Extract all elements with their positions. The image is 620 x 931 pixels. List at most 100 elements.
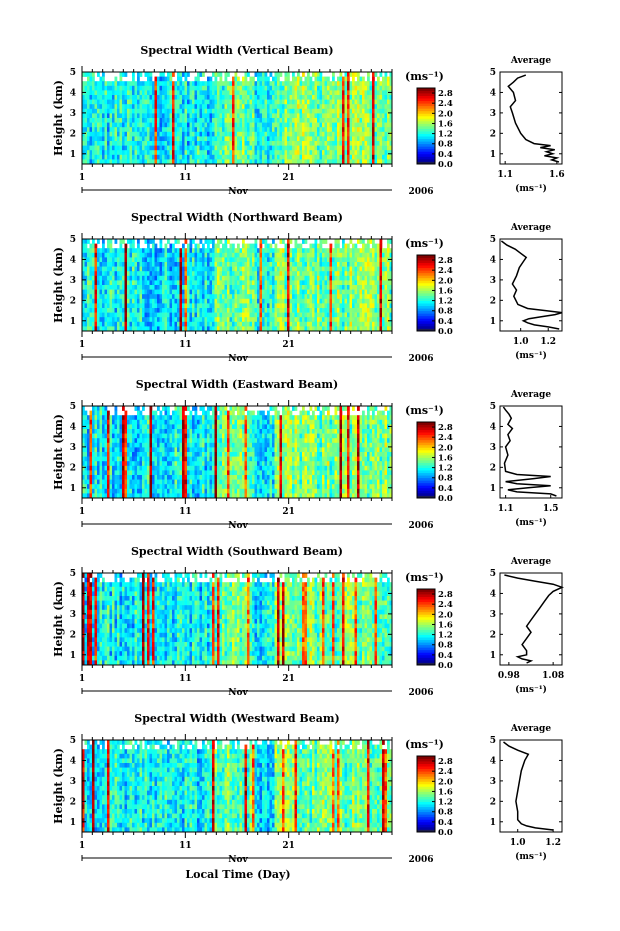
y-axis-label: Height (km) (52, 247, 65, 323)
colorbar: 0.00.40.81.21.62.02.42.8 (416, 588, 453, 671)
average-profile: Average 1 2 3 4 5 0.98 1.08 (ms⁻¹) (490, 557, 564, 695)
profile-title: Average (510, 390, 551, 400)
colorbar-unit: (ms⁻¹) (405, 70, 444, 83)
colorbar-tick-label: 0.8 (438, 474, 453, 484)
y-tick-label: 4 (70, 422, 76, 432)
heatmap-field (82, 740, 393, 833)
profile-x-tick-label: 1.0 (510, 838, 526, 848)
profile-line (507, 74, 560, 163)
colorbar-tick-label: 0.4 (438, 651, 453, 661)
colorbar-tick-label: 0.4 (438, 484, 453, 494)
y-tick-label: 4 (70, 255, 76, 265)
profile-y-tick-label: 2 (490, 463, 496, 473)
colorbar-tick-label: 1.6 (438, 119, 453, 129)
y-tick-label: 5 (70, 68, 76, 78)
colorbar-tick-label: 1.2 (438, 631, 453, 641)
profile-x-tick-label: 1.0 (513, 337, 529, 347)
y-tick-label: 3 (70, 276, 76, 286)
profile-x-tick-label: 1.2 (545, 838, 561, 848)
colorbar-tick-label: 2.4 (438, 433, 453, 443)
average-profile: Average 1 2 3 4 5 1.1 1.5 (ms⁻¹) (490, 390, 563, 528)
profile-y-tick-label: 1 (490, 651, 496, 661)
profile-y-tick-label: 3 (490, 777, 496, 787)
x-tick-label: 21 (282, 173, 295, 183)
x-tick-label: 11 (179, 507, 192, 517)
colorbar-tick-label: 2.8 (438, 757, 453, 767)
profile-x-tick-label: 1.5 (543, 504, 559, 514)
profile-y-tick-label: 4 (490, 422, 496, 432)
colorbar-tick-label: 2.0 (438, 443, 453, 453)
profile-title: Average (510, 557, 551, 567)
y-tick-label: 1 (70, 150, 76, 160)
profile-y-tick-label: 5 (490, 402, 496, 412)
colorbar-tick-label: 0.8 (438, 808, 453, 818)
profile-x-tick-label: 1.1 (497, 170, 513, 180)
heatmap-field (82, 239, 393, 332)
profile-title: Average (510, 56, 551, 66)
colorbar-unit: (ms⁻¹) (405, 404, 444, 417)
y-axis-label: Height (km) (52, 748, 65, 824)
colorbar-tick-label: 1.6 (438, 787, 453, 797)
x-tick-label: 1 (79, 841, 85, 851)
colorbar-tick-label: 0.8 (438, 140, 453, 150)
profile-line (504, 574, 565, 664)
y-tick-label: 2 (70, 129, 76, 139)
profile-x-tick-label: 1.6 (549, 170, 565, 180)
profile-y-tick-label: 2 (490, 129, 496, 139)
profile-y-tick-label: 3 (490, 443, 496, 453)
profile-y-tick-label: 3 (490, 610, 496, 620)
colorbar-tick-label: 1.2 (438, 297, 453, 307)
colorbar-tick-label: 1.2 (438, 130, 453, 140)
profile-y-tick-label: 1 (490, 484, 496, 494)
colorbar-tick-label: 2.8 (438, 423, 453, 433)
y-tick-label: 3 (70, 443, 76, 453)
profile-y-tick-label: 3 (490, 276, 496, 286)
y-tick-label: 4 (70, 88, 76, 98)
profile-y-tick-label: 2 (490, 630, 496, 640)
profile-y-tick-label: 5 (490, 235, 496, 245)
panel-1: Spectral Width (Vertical Beam) 1 2 3 4 5 Heigh… (52, 44, 565, 197)
profile-y-tick-label: 5 (490, 68, 496, 78)
colorbar-unit: (ms⁻¹) (405, 738, 444, 751)
colorbar-tick-label: 0.4 (438, 818, 453, 828)
panel-title: Spectral Width (Eastward Beam) (136, 378, 338, 391)
colorbar-tick-label: 2.0 (438, 276, 453, 286)
profile-y-tick-label: 4 (490, 589, 496, 599)
year-label: 2006 (408, 187, 433, 197)
colorbar-tick-label: 2.0 (438, 777, 453, 787)
y-tick-label: 4 (70, 756, 76, 766)
x-axis-label: Local Time (Day) (185, 868, 290, 881)
profile-y-tick-label: 4 (490, 88, 496, 98)
profile-y-tick-label: 5 (490, 736, 496, 746)
y-tick-label: 5 (70, 736, 76, 746)
colorbar: 0.00.40.81.21.62.02.42.8 (416, 87, 453, 170)
profile-x-tick-label: 1.1 (498, 504, 514, 514)
colorbar-tick-label: 2.4 (438, 99, 453, 109)
profile-x-tick-label: 1.08 (542, 671, 564, 681)
y-tick-label: 2 (70, 630, 76, 640)
colorbar-tick-label: 2.0 (438, 109, 453, 119)
profile-y-tick-label: 1 (490, 150, 496, 160)
x-tick-label: 21 (282, 507, 295, 517)
heatmap-field (82, 406, 393, 499)
profile-y-tick-label: 3 (490, 109, 496, 119)
colorbar: 0.00.40.81.21.62.02.42.8 (416, 254, 453, 337)
panel-title: Spectral Width (Vertical Beam) (140, 44, 333, 57)
x-tick-label: 11 (179, 173, 192, 183)
year-label: 2006 (408, 354, 433, 364)
colorbar-tick-label: 2.4 (438, 600, 453, 610)
y-tick-label: 5 (70, 235, 76, 245)
profile-y-tick-label: 2 (490, 797, 496, 807)
heatmap-field (82, 573, 393, 666)
profile-y-tick-label: 5 (490, 569, 496, 579)
month-label: Nov (228, 521, 248, 531)
colorbar-tick-label: 2.4 (438, 266, 453, 276)
profile-y-tick-label: 2 (490, 296, 496, 306)
profile-line (503, 741, 554, 831)
colorbar-tick-label: 1.6 (438, 620, 453, 630)
profile-x-label: (ms⁻¹) (515, 183, 547, 194)
colorbar-unit: (ms⁻¹) (405, 237, 444, 250)
panel-5: Spectral Width (Westward Beam) 1 2 3 4 5 Heigh… (52, 712, 563, 865)
x-tick-label: 11 (179, 674, 192, 684)
